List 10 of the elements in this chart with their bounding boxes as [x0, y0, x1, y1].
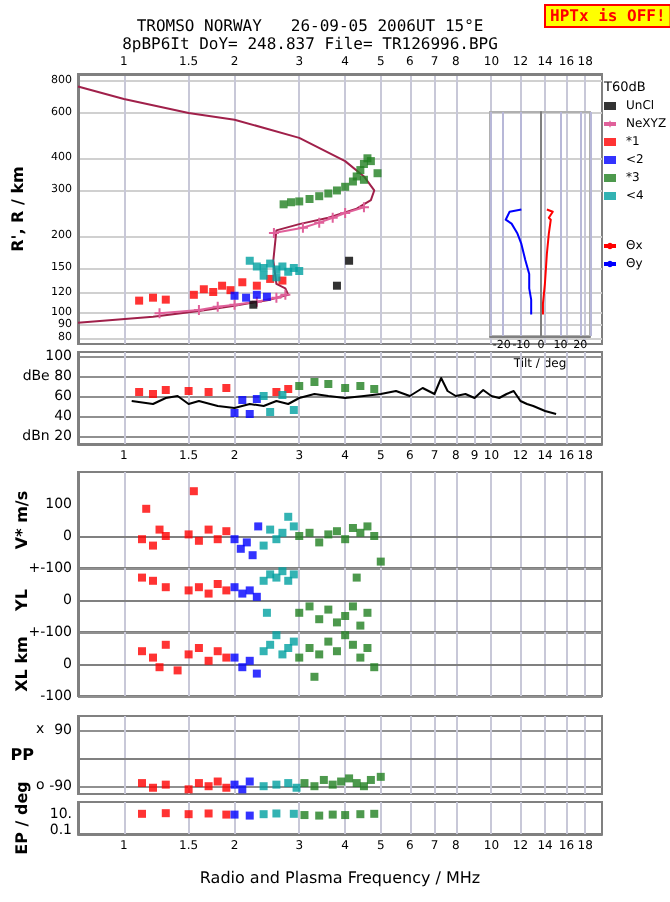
- y-axis-title: PP: [10, 746, 35, 764]
- x-axis-title: Radio and Plasma Frequency / MHz: [199, 869, 481, 887]
- y-axis-title: EP / deg: [13, 780, 31, 855]
- y-axis-title: R', R / km: [9, 166, 27, 252]
- y-axis-title: XL km: [13, 636, 31, 692]
- chart-subtitle: 8pBP6It DoY= 248.837 File= TR126996.BPG: [122, 35, 499, 53]
- y-axis-title: YL: [13, 589, 31, 613]
- y-axis-title: V* m/s: [13, 490, 31, 550]
- chart-title: TROMSO NORWAY 26-09-05 2006UT 15°E: [136, 17, 484, 35]
- text: HPTx is OFF!: [550, 7, 666, 25]
